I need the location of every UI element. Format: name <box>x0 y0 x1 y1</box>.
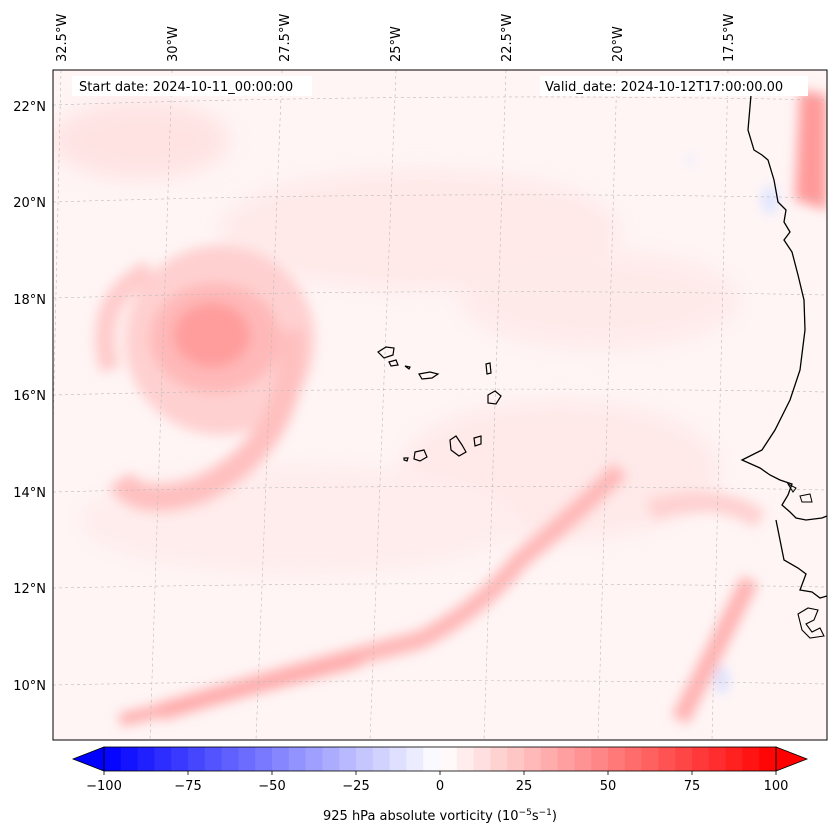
lat-label-20n: 20°N <box>13 196 46 211</box>
colorbar-segment <box>641 747 659 771</box>
itcz-band <box>118 463 627 726</box>
colorbar-segment <box>356 747 374 771</box>
latitude-labels: 22°N 20°N 18°N 16°N 14°N 12°N 10°N <box>13 100 46 694</box>
longitude-labels: 32.5°W 30°W 27.5°W 25°W 22.5°W 20°W 17.5… <box>55 14 737 62</box>
colorbar-segment <box>221 747 239 771</box>
colorbar-segment <box>255 747 273 771</box>
colorbar: −100 −75 −50 −25 0 25 50 75 100 925 hPa absolute… <box>71 746 809 824</box>
lat-label-14n: 14°N <box>13 486 46 501</box>
colorbar-segment <box>574 747 592 771</box>
lon-label-30w: 30°W <box>166 26 181 62</box>
lat-label-18n: 18°N <box>13 293 46 308</box>
colorbar-segment <box>725 747 743 771</box>
colorbar-segment <box>154 747 172 771</box>
colorbar-ticks: −100 −75 −50 −25 0 25 50 75 100 <box>86 771 788 794</box>
colorbar-segments <box>104 747 777 771</box>
colorbar-tick-label: 25 <box>516 779 533 794</box>
valid-date-box <box>540 76 808 96</box>
colorbar-segment <box>456 747 475 771</box>
coastline-detail <box>786 482 813 503</box>
valid-date-label: Valid_date: 2024-10-12T17:00:00.00 <box>545 80 783 95</box>
colorbar-segment <box>490 747 508 771</box>
colorbar-segment <box>624 747 643 771</box>
map-frame <box>52 69 828 741</box>
lon-label-25w: 25°W <box>389 26 404 62</box>
colorbar-segment <box>322 747 340 771</box>
colorbar-segment <box>608 747 626 771</box>
lat-label-10n: 10°N <box>13 679 46 694</box>
coastal-bands <box>647 90 827 725</box>
colorbar-segment <box>171 747 189 771</box>
start-date-box <box>72 76 312 96</box>
colorbar-segment <box>540 747 559 771</box>
colorbar-segment <box>658 747 676 771</box>
cape-verde-islands <box>377 346 502 462</box>
lat-label-16n: 16°N <box>13 389 46 404</box>
colorbar-segment <box>675 747 693 771</box>
colorbar-segment <box>708 747 727 771</box>
colorbar-segment <box>372 747 391 771</box>
colorbar-tick-label: −100 <box>86 779 122 794</box>
lon-label-22-5w: 22.5°W <box>500 14 515 62</box>
colorbar-segment <box>305 747 323 771</box>
colorbar-segment <box>507 747 525 771</box>
colorbar-tick-label: −25 <box>342 779 369 794</box>
colorbar-tick-label: −50 <box>258 779 285 794</box>
colorbar-segment <box>339 747 357 771</box>
colorbar-segment <box>238 747 256 771</box>
colorbar-segment <box>288 747 307 771</box>
lon-label-32-5w: 32.5°W <box>55 14 70 62</box>
colorbar-segment <box>120 747 139 771</box>
colorbar-segment <box>759 747 777 771</box>
gridlines <box>53 70 827 740</box>
lon-label-20w: 20°W <box>611 26 626 62</box>
colorbar-segment <box>137 747 155 771</box>
colorbar-segment <box>406 747 424 771</box>
colorbar-title: 925 hPa absolute vorticity (10−5s−1) <box>323 808 557 824</box>
colorbar-segment <box>692 747 710 771</box>
start-date-label: Start date: 2024-10-11_00:00:00 <box>79 80 293 95</box>
colorbar-tick-label: −75 <box>174 779 201 794</box>
colorbar-segment <box>104 747 122 771</box>
colorbar-segment <box>204 747 223 771</box>
colorbar-tick-label: 100 <box>764 779 789 794</box>
colorbar-min-extend <box>71 746 105 772</box>
lat-label-12n: 12°N <box>13 582 46 597</box>
colorbar-segment <box>272 747 290 771</box>
colorbar-segment <box>440 747 458 771</box>
africa-coastline <box>740 94 827 521</box>
cyclonic-vortex <box>95 245 315 511</box>
colorbar-tick-label: 50 <box>600 779 617 794</box>
lat-label-22n: 22°N <box>13 100 46 115</box>
colorbar-segment <box>557 747 575 771</box>
colorbar-segment <box>389 747 407 771</box>
colorbar-segment <box>591 747 609 771</box>
colorbar-segment <box>524 747 542 771</box>
lon-label-17-5w: 17.5°W <box>722 14 737 62</box>
colorbar-tick-label: 75 <box>684 779 701 794</box>
bissagos-islands <box>797 607 825 639</box>
colorbar-segment <box>742 747 760 771</box>
vorticity-field <box>53 70 827 740</box>
colorbar-tick-label: 0 <box>436 779 444 794</box>
guinea-coastline <box>775 519 827 599</box>
lon-label-27-5w: 27.5°W <box>278 14 293 62</box>
colorbar-max-extend <box>775 746 809 772</box>
colorbar-segment <box>188 747 206 771</box>
colorbar-segment <box>473 747 491 771</box>
colorbar-segment <box>423 747 441 771</box>
